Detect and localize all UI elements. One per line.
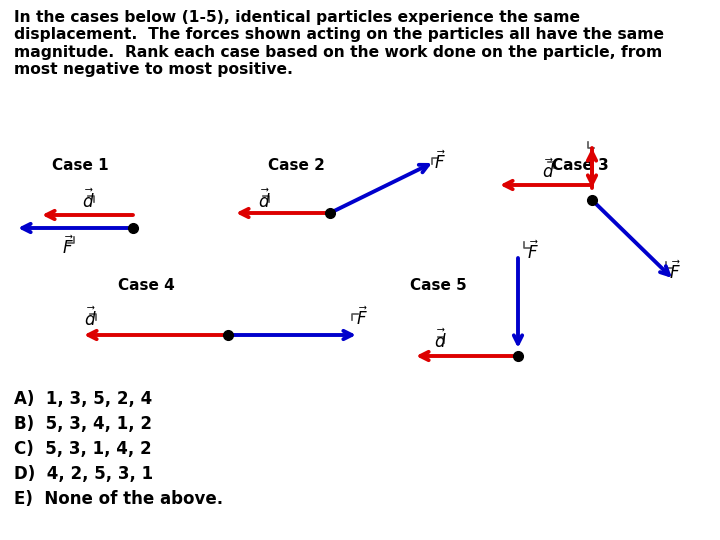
Text: $\vec{F}$: $\vec{F}$ [434, 151, 446, 173]
Text: Case 5: Case 5 [410, 278, 467, 293]
Text: $\vec{d}$: $\vec{d}$ [433, 328, 446, 352]
Text: Case 3: Case 3 [552, 158, 608, 173]
Text: Case 1: Case 1 [52, 158, 109, 173]
Text: $\vec{d}$: $\vec{d}$ [84, 306, 96, 330]
Text: $\vec{F}$: $\vec{F}$ [527, 241, 539, 263]
Text: $\vec{d}$: $\vec{d}$ [541, 158, 554, 182]
Text: $\vec{F}$: $\vec{F}$ [62, 236, 74, 258]
Text: Case 2: Case 2 [268, 158, 325, 173]
Text: $\vec{F}$: $\vec{F}$ [669, 261, 681, 284]
Text: $\vec{d}$: $\vec{d}$ [81, 188, 94, 212]
Text: Case 4: Case 4 [118, 278, 175, 293]
Text: $\vec{F}$: $\vec{F}$ [356, 307, 368, 329]
Text: A)  1, 3, 5, 2, 4
B)  5, 3, 4, 1, 2
C)  5, 3, 1, 4, 2
D)  4, 2, 5, 3, 1
E)  None: A) 1, 3, 5, 2, 4 B) 5, 3, 4, 1, 2 C) 5, … [14, 390, 223, 508]
Text: In the cases below (1-5), identical particles experience the same
displacement. : In the cases below (1-5), identical part… [14, 10, 664, 77]
Text: $\vec{d}$: $\vec{d}$ [258, 188, 270, 212]
